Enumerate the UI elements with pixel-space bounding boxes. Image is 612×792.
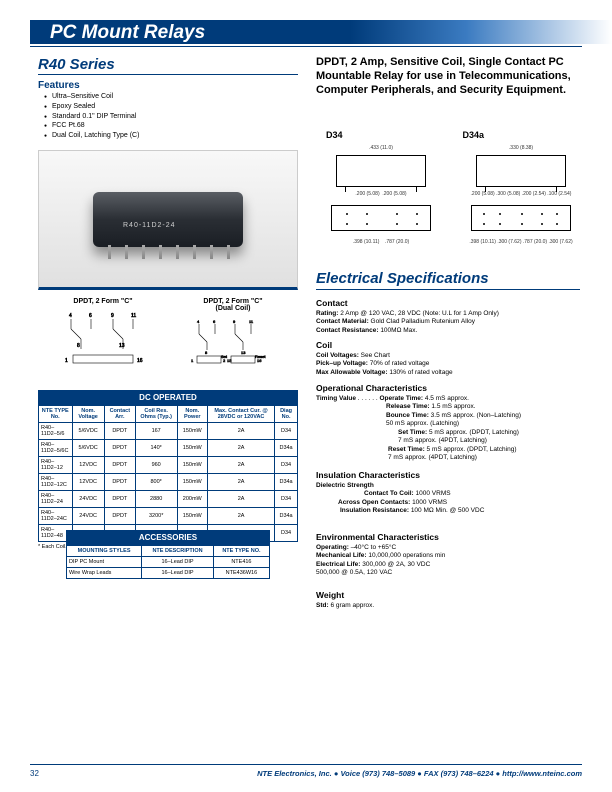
svg-text:1: 1 bbox=[191, 358, 194, 363]
schematic-left: DPDT, 2 Form "C" 4 6 9 11 8 13 1 16 bbox=[43, 298, 163, 380]
relay-part-number: R40-11D2-24 bbox=[123, 222, 176, 229]
feature-item: Ultra–Sensitive Coil bbox=[44, 92, 139, 102]
table-row: R40–11D2–5/65/6VDCDPDT167150mW2AD34 bbox=[39, 423, 298, 440]
svg-text:15: 15 bbox=[227, 358, 232, 363]
dc-operated-table: DC OPERATED NTE TYPE No. Nom. Voltage Co… bbox=[38, 390, 298, 550]
schematic-left-diagram: 4 6 9 11 8 13 1 16 bbox=[53, 309, 153, 369]
svg-text:6: 6 bbox=[213, 319, 216, 324]
weight-heading: Weight bbox=[316, 590, 584, 601]
accessories-table: ACCESSORIES MOUNTING STYLES NTE DESCRIPT… bbox=[66, 530, 270, 579]
feature-item: Epoxy Sealed bbox=[44, 102, 139, 112]
acc-table-title: ACCESSORIES bbox=[66, 530, 270, 545]
series-rule bbox=[38, 74, 298, 75]
svg-text:11: 11 bbox=[249, 319, 254, 324]
weight-section: Weight Std: 6 gram approx. bbox=[316, 590, 584, 610]
svg-text:13: 13 bbox=[119, 343, 125, 349]
electrical-spec-title: Electrical Specifications bbox=[316, 270, 489, 287]
table-row: R40–11D2–1212VDCDPDT960150mW2AD34 bbox=[39, 457, 298, 474]
table-row: DIP PC Mount16–Lead DIPNTE416 bbox=[67, 557, 270, 568]
contact-section: Contact Rating: 2 Amp @ 120 VAC, 28 VDC … bbox=[316, 298, 584, 335]
feature-item: Dual Coil, Latching Type (C) bbox=[44, 131, 139, 141]
svg-text:9: 9 bbox=[233, 319, 236, 324]
contact-heading: Contact bbox=[316, 298, 584, 309]
page-title: PC Mount Relays bbox=[50, 22, 205, 44]
table-row: R40–11D2–2424VDCDPDT2880200mW2AD34 bbox=[39, 491, 298, 508]
env-heading: Environmental Characteristics bbox=[316, 532, 584, 543]
operational-section: Operational Characteristics Timing Value… bbox=[316, 383, 584, 463]
dimension-drawings: .433 (11.0) .200 (5.08) .200 (5.08) .398… bbox=[316, 145, 586, 260]
d34a-label: D34a bbox=[463, 130, 485, 140]
relay-pins bbox=[108, 245, 230, 259]
insulation-heading: Insulation Characteristics bbox=[316, 470, 584, 481]
svg-text:16: 16 bbox=[137, 358, 143, 364]
svg-text:9: 9 bbox=[111, 313, 114, 319]
page-number: 32 bbox=[30, 769, 39, 778]
page-footer: 32 NTE Electronics, Inc. ● Voice (973) 7… bbox=[30, 764, 582, 778]
insulation-section: Insulation Characteristics Dielectric St… bbox=[316, 470, 584, 516]
svg-text:16: 16 bbox=[257, 358, 262, 363]
feature-item: FCC Pt.68 bbox=[44, 121, 139, 131]
svg-text:8: 8 bbox=[77, 343, 80, 349]
svg-text:4: 4 bbox=[197, 319, 200, 324]
header-bar: PC Mount Relays bbox=[0, 20, 612, 48]
table-row: R40–11D2–5/6C5/6VDCDPDT140*150mW2AD34a bbox=[39, 440, 298, 457]
table-row: Wire Wrap Leads16–Lead DIPNTE436W16 bbox=[67, 568, 270, 579]
environmental-section: Environmental Characteristics Operating:… bbox=[316, 532, 584, 578]
feature-item: Standard 0.1" DIP Terminal bbox=[44, 112, 139, 122]
d34-label: D34 bbox=[326, 130, 343, 140]
operational-heading: Operational Characteristics bbox=[316, 383, 584, 394]
d34a-drawing: .330 (8.38) .200 (5.08) .300 (5.08) .200… bbox=[456, 145, 586, 260]
coil-heading: Coil bbox=[316, 340, 584, 351]
electrical-rule bbox=[316, 289, 580, 290]
svg-text:1: 1 bbox=[65, 358, 68, 364]
footer-contact: NTE Electronics, Inc. ● Voice (973) 748–… bbox=[257, 769, 582, 778]
schematic-right: DPDT, 2 Form "C" (Dual Coil) 46 911 813 … bbox=[173, 298, 293, 380]
schematic-left-title: DPDT, 2 Form "C" bbox=[73, 298, 132, 305]
features-heading: Features bbox=[38, 80, 80, 91]
dc-table-body: NTE TYPE No. Nom. Voltage Contact Arr. C… bbox=[38, 405, 298, 542]
svg-text:11: 11 bbox=[131, 313, 136, 319]
schematic-right-title: DPDT, 2 Form "C" (Dual Coil) bbox=[203, 298, 262, 312]
acc-table-body: MOUNTING STYLES NTE DESCRIPTION NTE TYPE… bbox=[66, 545, 270, 579]
series-title: R40 Series bbox=[38, 56, 115, 73]
svg-text:4: 4 bbox=[69, 313, 72, 319]
coil-section: Coil Coil Voltages: See Chart Pick–up Vo… bbox=[316, 340, 584, 377]
features-list: Ultra–Sensitive Coil Epoxy Sealed Standa… bbox=[44, 92, 139, 141]
relay-body: R40-11D2-24 bbox=[93, 192, 243, 247]
header-rule bbox=[30, 46, 582, 47]
product-headline: DPDT, 2 Amp, Sensitive Coil, Single Cont… bbox=[316, 56, 586, 97]
svg-text:8: 8 bbox=[205, 350, 208, 355]
schematic-row: DPDT, 2 Form "C" 46 911 813 116 DPDT, 2 … bbox=[38, 298, 298, 380]
table-row: R40–11D2–12C12VDCDPDT800*150mW2AD34a bbox=[39, 474, 298, 491]
dimension-labels: D34 D34a bbox=[316, 130, 586, 140]
svg-text:6: 6 bbox=[89, 313, 92, 319]
svg-text:13: 13 bbox=[241, 350, 246, 355]
d34-drawing: .433 (11.0) .200 (5.08) .200 (5.08) .398… bbox=[316, 145, 446, 260]
dc-table-title: DC OPERATED bbox=[38, 390, 298, 405]
product-photo: R40-11D2-24 bbox=[38, 150, 298, 290]
table-row: R40–11D2–24C24VDCDPDT3200*150mW2AD34a bbox=[39, 508, 298, 525]
schematic-right-diagram: 46 911 813 SetReset 12 1516 bbox=[183, 316, 283, 376]
